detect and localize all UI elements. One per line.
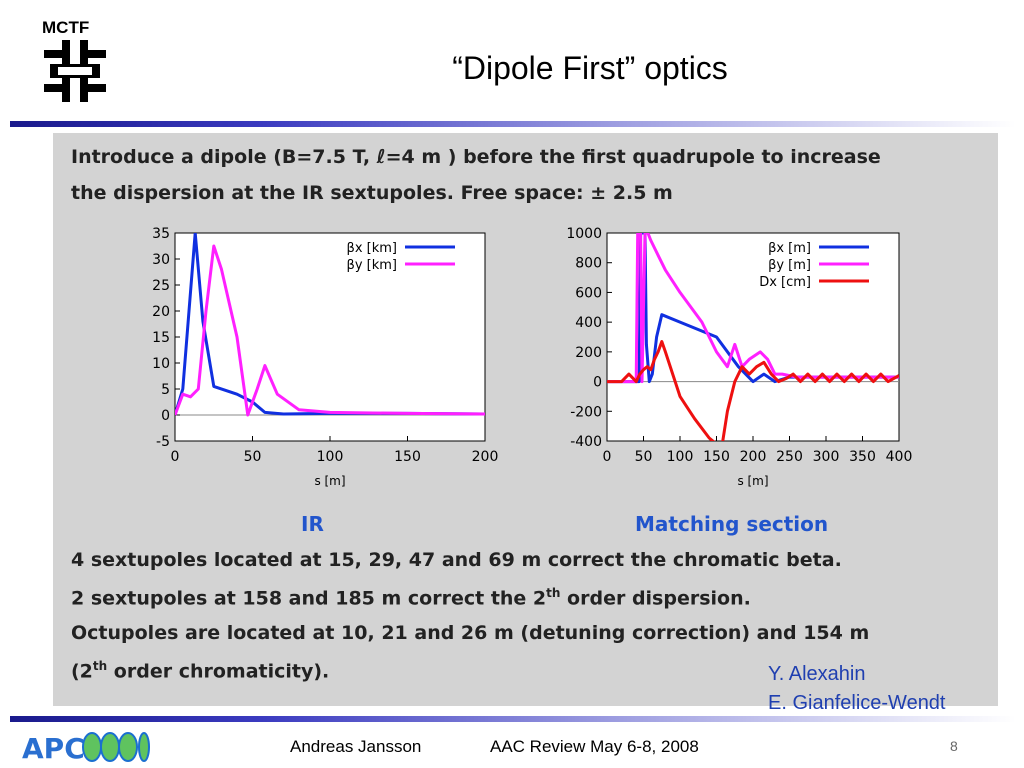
y-tick-label: 25 [152, 278, 170, 294]
footer-author: Andreas Jansson [290, 737, 422, 756]
page-number: 8 [950, 738, 958, 754]
x-tick-label: 300 [813, 449, 840, 465]
bullet-octupoles: Octupoles are located at 10, 21 and 26 m… [71, 622, 870, 644]
y-tick-label: -200 [570, 404, 602, 420]
footer-divider-bar [10, 716, 1016, 722]
x-tick-label: 0 [171, 449, 180, 465]
x-tick-label: 100 [317, 449, 344, 465]
y-tick-label: 800 [575, 256, 602, 272]
y-tick-label: 600 [575, 285, 602, 301]
plot-area [174, 232, 486, 442]
y-tick-label: 5 [161, 382, 170, 398]
x-tick-label: 50 [635, 449, 653, 465]
y-tick-label: 0 [161, 408, 170, 424]
y-tick-label: 30 [152, 252, 170, 268]
x-tick-label: 250 [776, 449, 803, 465]
y-tick-label: 15 [152, 330, 170, 346]
credits: Y. Alexahin E. Gianfelice-Wendt [768, 660, 946, 718]
x-tick-label: 200 [472, 449, 499, 465]
y-tick-label: 0 [593, 375, 602, 391]
x-tick-label: 50 [244, 449, 262, 465]
y-tick-label: 1000 [566, 226, 602, 242]
y-tick-label: 10 [152, 356, 170, 372]
x-tick-label: 400 [886, 449, 913, 465]
x-tick-label: 150 [703, 449, 730, 465]
svg-text:APC: APC [22, 732, 85, 765]
credit-author-1: Y. Alexahin [768, 663, 866, 685]
x-tick-label: 200 [740, 449, 767, 465]
intro-line-1: Introduce a dipole (B=7.5 T, ℓ=4 m ) bef… [71, 146, 881, 168]
y-tick-label: -5 [156, 434, 170, 450]
bullet-chromaticity: (2th order chromaticity). [71, 659, 330, 683]
x-tick-label: 350 [849, 449, 876, 465]
legend-entry-2: Dx [cm] [759, 275, 811, 290]
bullet-sextupoles-dispersion: 2 sextupoles at 158 and 185 m correct th… [71, 586, 751, 610]
logo-text: MCTF [42, 18, 90, 37]
x-tick-label: 100 [667, 449, 694, 465]
header-divider-bar [10, 121, 1016, 127]
credit-author-2: E. Gianfelice-Wendt [768, 692, 946, 714]
y-tick-label: 35 [152, 226, 170, 242]
series-line-2 [607, 340, 899, 441]
x-axis-label: s [m] [314, 474, 345, 488]
y-tick-label: 20 [152, 304, 170, 320]
bullet-sextupoles-chromatic: 4 sextupoles located at 15, 29, 47 and 6… [71, 549, 842, 571]
x-axis-label: s [m] [737, 474, 768, 488]
ir-plot-label: IR [301, 512, 324, 536]
series-line-1 [175, 244, 485, 417]
legend-entry-0: βx [m] [768, 241, 811, 256]
y-tick-label: -400 [570, 434, 602, 450]
x-tick-label: 150 [394, 449, 421, 465]
footer-event: AAC Review May 6-8, 2008 [490, 737, 699, 756]
intro-line-2: the dispersion at the IR sextupoles. Fre… [71, 182, 673, 204]
legend-entry-0: βx [km] [347, 241, 397, 256]
legend-entry-1: βy [km] [347, 258, 397, 273]
x-tick-label: 0 [603, 449, 612, 465]
y-tick-label: 200 [575, 345, 602, 361]
content-panel: Introduce a dipole (B=7.5 T, ℓ=4 m ) bef… [53, 133, 998, 706]
matching-section-label: Matching section [635, 512, 829, 536]
matching-section-plot: 0 50 100 150 200 250 300 350 400 -400 -200 0 200 400 6… [566, 226, 913, 488]
series-line-1 [607, 233, 899, 384]
legend-entry-1: βy [m] [768, 258, 811, 273]
fermilab-logo-icon [44, 40, 106, 102]
apc-logo-icon: APC [22, 732, 150, 765]
y-tick-label: 400 [575, 315, 602, 331]
slide-title: “Dipole First” optics [452, 50, 728, 86]
